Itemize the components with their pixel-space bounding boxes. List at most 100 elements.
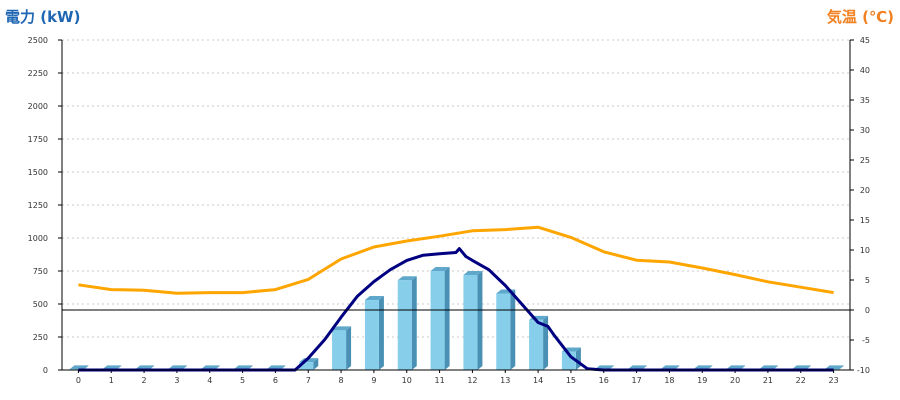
bar-13	[496, 289, 516, 370]
right-tick-label: 20	[860, 186, 870, 195]
bar-top	[266, 365, 286, 370]
right-tick-label: -10	[857, 366, 870, 375]
right-tick-label: 15	[860, 216, 870, 225]
bar-top	[167, 365, 187, 370]
right-tick-label: 5	[865, 276, 870, 285]
bar-top	[233, 365, 253, 370]
right-axis-title: 気温 (℃)	[827, 8, 894, 26]
x-tick-label: 10	[402, 376, 412, 385]
bar-front	[332, 330, 347, 370]
left-tick-label: 2250	[28, 69, 48, 78]
bar-side	[444, 267, 450, 370]
bar-side	[477, 270, 483, 370]
left-tick-label: 2500	[28, 36, 48, 45]
x-tick-label: 22	[796, 376, 806, 385]
x-tick-label: 13	[500, 376, 510, 385]
x-axis-ticks: 0 1 2 3 4 5 6 7 8 9 10 11 12 13 14 15 16 17 18 19 20 21 22 23	[76, 370, 839, 385]
bar-front	[364, 300, 379, 370]
x-tick-label: 0	[76, 376, 81, 385]
right-tick-label: 0	[865, 306, 870, 315]
power-line	[78, 247, 834, 372]
bar-front	[496, 293, 511, 370]
temperature-line	[78, 225, 834, 295]
bar-top	[726, 365, 746, 370]
right-tick-label: 40	[860, 66, 870, 75]
x-tick-label: 17	[631, 376, 641, 385]
bar-top	[69, 365, 89, 370]
bar-11	[430, 267, 450, 370]
left-tick-label: 1750	[28, 135, 48, 144]
left-tick-label: 500	[33, 300, 48, 309]
bar-side	[313, 358, 319, 370]
bar-top	[430, 267, 450, 271]
bar-side	[543, 315, 549, 370]
x-tick-label: 12	[467, 376, 477, 385]
bar-side	[838, 365, 844, 370]
bar-top	[791, 365, 811, 370]
left-axis-ticks: 0 250 500 750 1000 1250 1500 1750 2000 2250 2500	[28, 36, 62, 375]
bar-front	[463, 274, 478, 370]
bar-9	[364, 296, 384, 370]
left-tick-label: 1000	[28, 234, 48, 243]
axes	[61, 40, 851, 371]
bar-top	[824, 365, 844, 370]
left-tick-label: 750	[33, 267, 48, 276]
bar-front	[430, 271, 445, 370]
right-axis-ticks: -10 -5 0 5 10 15 20 25 30 35 40 45	[850, 36, 870, 375]
right-tick-label: 45	[860, 36, 870, 45]
bar-top	[200, 365, 220, 370]
bar-top	[693, 365, 713, 370]
bar-top	[463, 270, 483, 275]
bar-side	[510, 289, 516, 370]
x-tick-label: 16	[599, 376, 609, 385]
x-tick-label: 9	[371, 376, 376, 385]
bar-side	[346, 326, 352, 370]
x-tick-label: 3	[174, 376, 179, 385]
bar-side	[378, 296, 384, 370]
left-tick-label: 1250	[28, 201, 48, 210]
bar-top	[397, 276, 417, 281]
right-tick-label: 35	[860, 96, 870, 105]
x-tick-label: 18	[664, 376, 674, 385]
bar-front	[529, 319, 544, 370]
x-tick-label: 19	[697, 376, 707, 385]
left-tick-label: 250	[33, 333, 48, 342]
x-tick-label: 6	[273, 376, 278, 385]
x-tick-label: 23	[828, 376, 838, 385]
x-tick-label: 1	[109, 376, 114, 385]
bar-front	[397, 280, 412, 370]
bar-top	[758, 365, 778, 370]
x-tick-label: 11	[434, 376, 444, 385]
bar-top	[135, 365, 155, 370]
x-tick-label: 20	[730, 376, 740, 385]
x-tick-label: 8	[339, 376, 344, 385]
x-tick-label: 15	[566, 376, 576, 385]
bar-top	[627, 365, 647, 370]
line-series	[78, 225, 834, 372]
bar-10	[397, 276, 417, 370]
left-tick-label: 1500	[28, 168, 48, 177]
left-tick-label: 0	[43, 366, 48, 375]
x-tick-label: 7	[306, 376, 311, 385]
bar-side	[411, 276, 417, 370]
bar-8	[332, 326, 352, 370]
left-tick-label: 2000	[28, 102, 48, 111]
x-tick-label: 14	[533, 376, 543, 385]
right-tick-label: 10	[860, 246, 870, 255]
bar-top	[332, 326, 352, 331]
bar-top	[102, 365, 122, 370]
bar-top	[364, 296, 384, 301]
bar-12	[463, 270, 483, 370]
bar-front	[299, 362, 314, 370]
right-tick-label: 30	[860, 126, 870, 135]
grid	[62, 39, 850, 338]
x-tick-label: 2	[142, 376, 147, 385]
bar-series	[69, 267, 844, 370]
x-tick-label: 21	[763, 376, 773, 385]
bar-top	[660, 365, 680, 370]
left-axis-title: 電力 (kW)	[5, 8, 80, 26]
right-tick-label: -5	[862, 336, 870, 345]
x-tick-label: 5	[240, 376, 245, 385]
x-tick-label: 4	[207, 376, 212, 385]
